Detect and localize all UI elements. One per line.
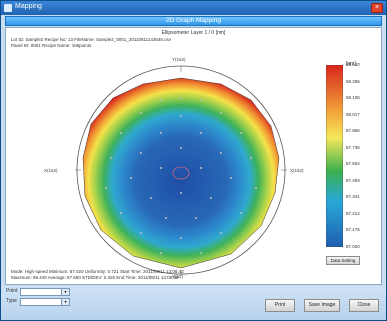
axis-right-label: X(152) — [290, 168, 304, 173]
type-label: Type — [6, 298, 17, 304]
center-marker — [172, 166, 190, 180]
colorbar-tick: 87.866 — [346, 128, 360, 134]
wafer-map — [75, 65, 287, 276]
colorbar-tick: 87.604 — [346, 161, 360, 167]
chevron-down-icon[interactable]: ▾ — [61, 299, 69, 305]
point-select[interactable]: ▾ — [20, 288, 70, 296]
graph-header-title: 2D Graph Mapping — [166, 17, 221, 24]
colorbar-tick: 87.212 — [346, 210, 360, 216]
colorbar-tick: 87.493 — [346, 177, 360, 183]
info-line-2: Panel ID: 0001 Recipe Name: 165points — [11, 43, 92, 48]
colorbar-tick: 88.017 — [346, 111, 360, 117]
info-line-1: Lot ID: Sample2 Recipe No: 13 FileName: … — [11, 37, 171, 42]
graph-panel: Ellipsometer Layer 1 / 0 [nm] Lot ID: Sa… — [5, 27, 382, 285]
colorbar-tick: 88.286 — [346, 78, 360, 84]
axis-top-label: Y(152) — [172, 57, 186, 62]
colorbar-tick: 87.020 — [346, 244, 360, 249]
chevron-down-icon[interactable]: ▾ — [61, 289, 69, 295]
data-setting-button[interactable]: Data Setting — [326, 256, 360, 265]
graph-header: 2D Graph Mapping — [5, 16, 382, 26]
axis-bottom-label: Y(52) — [172, 274, 184, 279]
save-image-button[interactable]: Save Image — [304, 299, 340, 312]
colorbar-tick: 87.341 — [346, 194, 360, 200]
stats-line-1: Mode: High-speed Minimum: 87.020 Uniform… — [11, 269, 184, 274]
point-label: Point — [6, 288, 18, 294]
colorbar-tick: 88.440 — [346, 62, 360, 67]
window-title: Mapping — [15, 3, 42, 10]
colorbar-tick: 87.735 — [346, 144, 360, 150]
colorbar-unit: [nm] — [346, 61, 356, 67]
color-scale — [326, 65, 343, 247]
type-select[interactable]: ▾ — [20, 298, 70, 306]
wafer-heatmap — [82, 77, 280, 269]
wafer-axes — [75, 66, 287, 276]
colorbar-tick: 87.176 — [346, 227, 360, 233]
graph-subtitle: Ellipsometer Layer 1 / 0 [nm] — [161, 30, 226, 36]
app-icon — [4, 4, 12, 12]
close-button[interactable]: Close — [349, 299, 379, 312]
title-bar[interactable]: Mapping × — [1, 1, 386, 15]
print-button[interactable]: Print — [265, 299, 295, 312]
axis-left-label: X(152) — [44, 168, 58, 173]
window-close-button[interactable]: × — [371, 3, 383, 13]
colorbar-tick: 88.106 — [346, 95, 360, 101]
measurement-points — [105, 97, 257, 254]
stats-line-2: Maximum: 88.440 Average: 87.650 STD/DEV:… — [11, 275, 179, 280]
